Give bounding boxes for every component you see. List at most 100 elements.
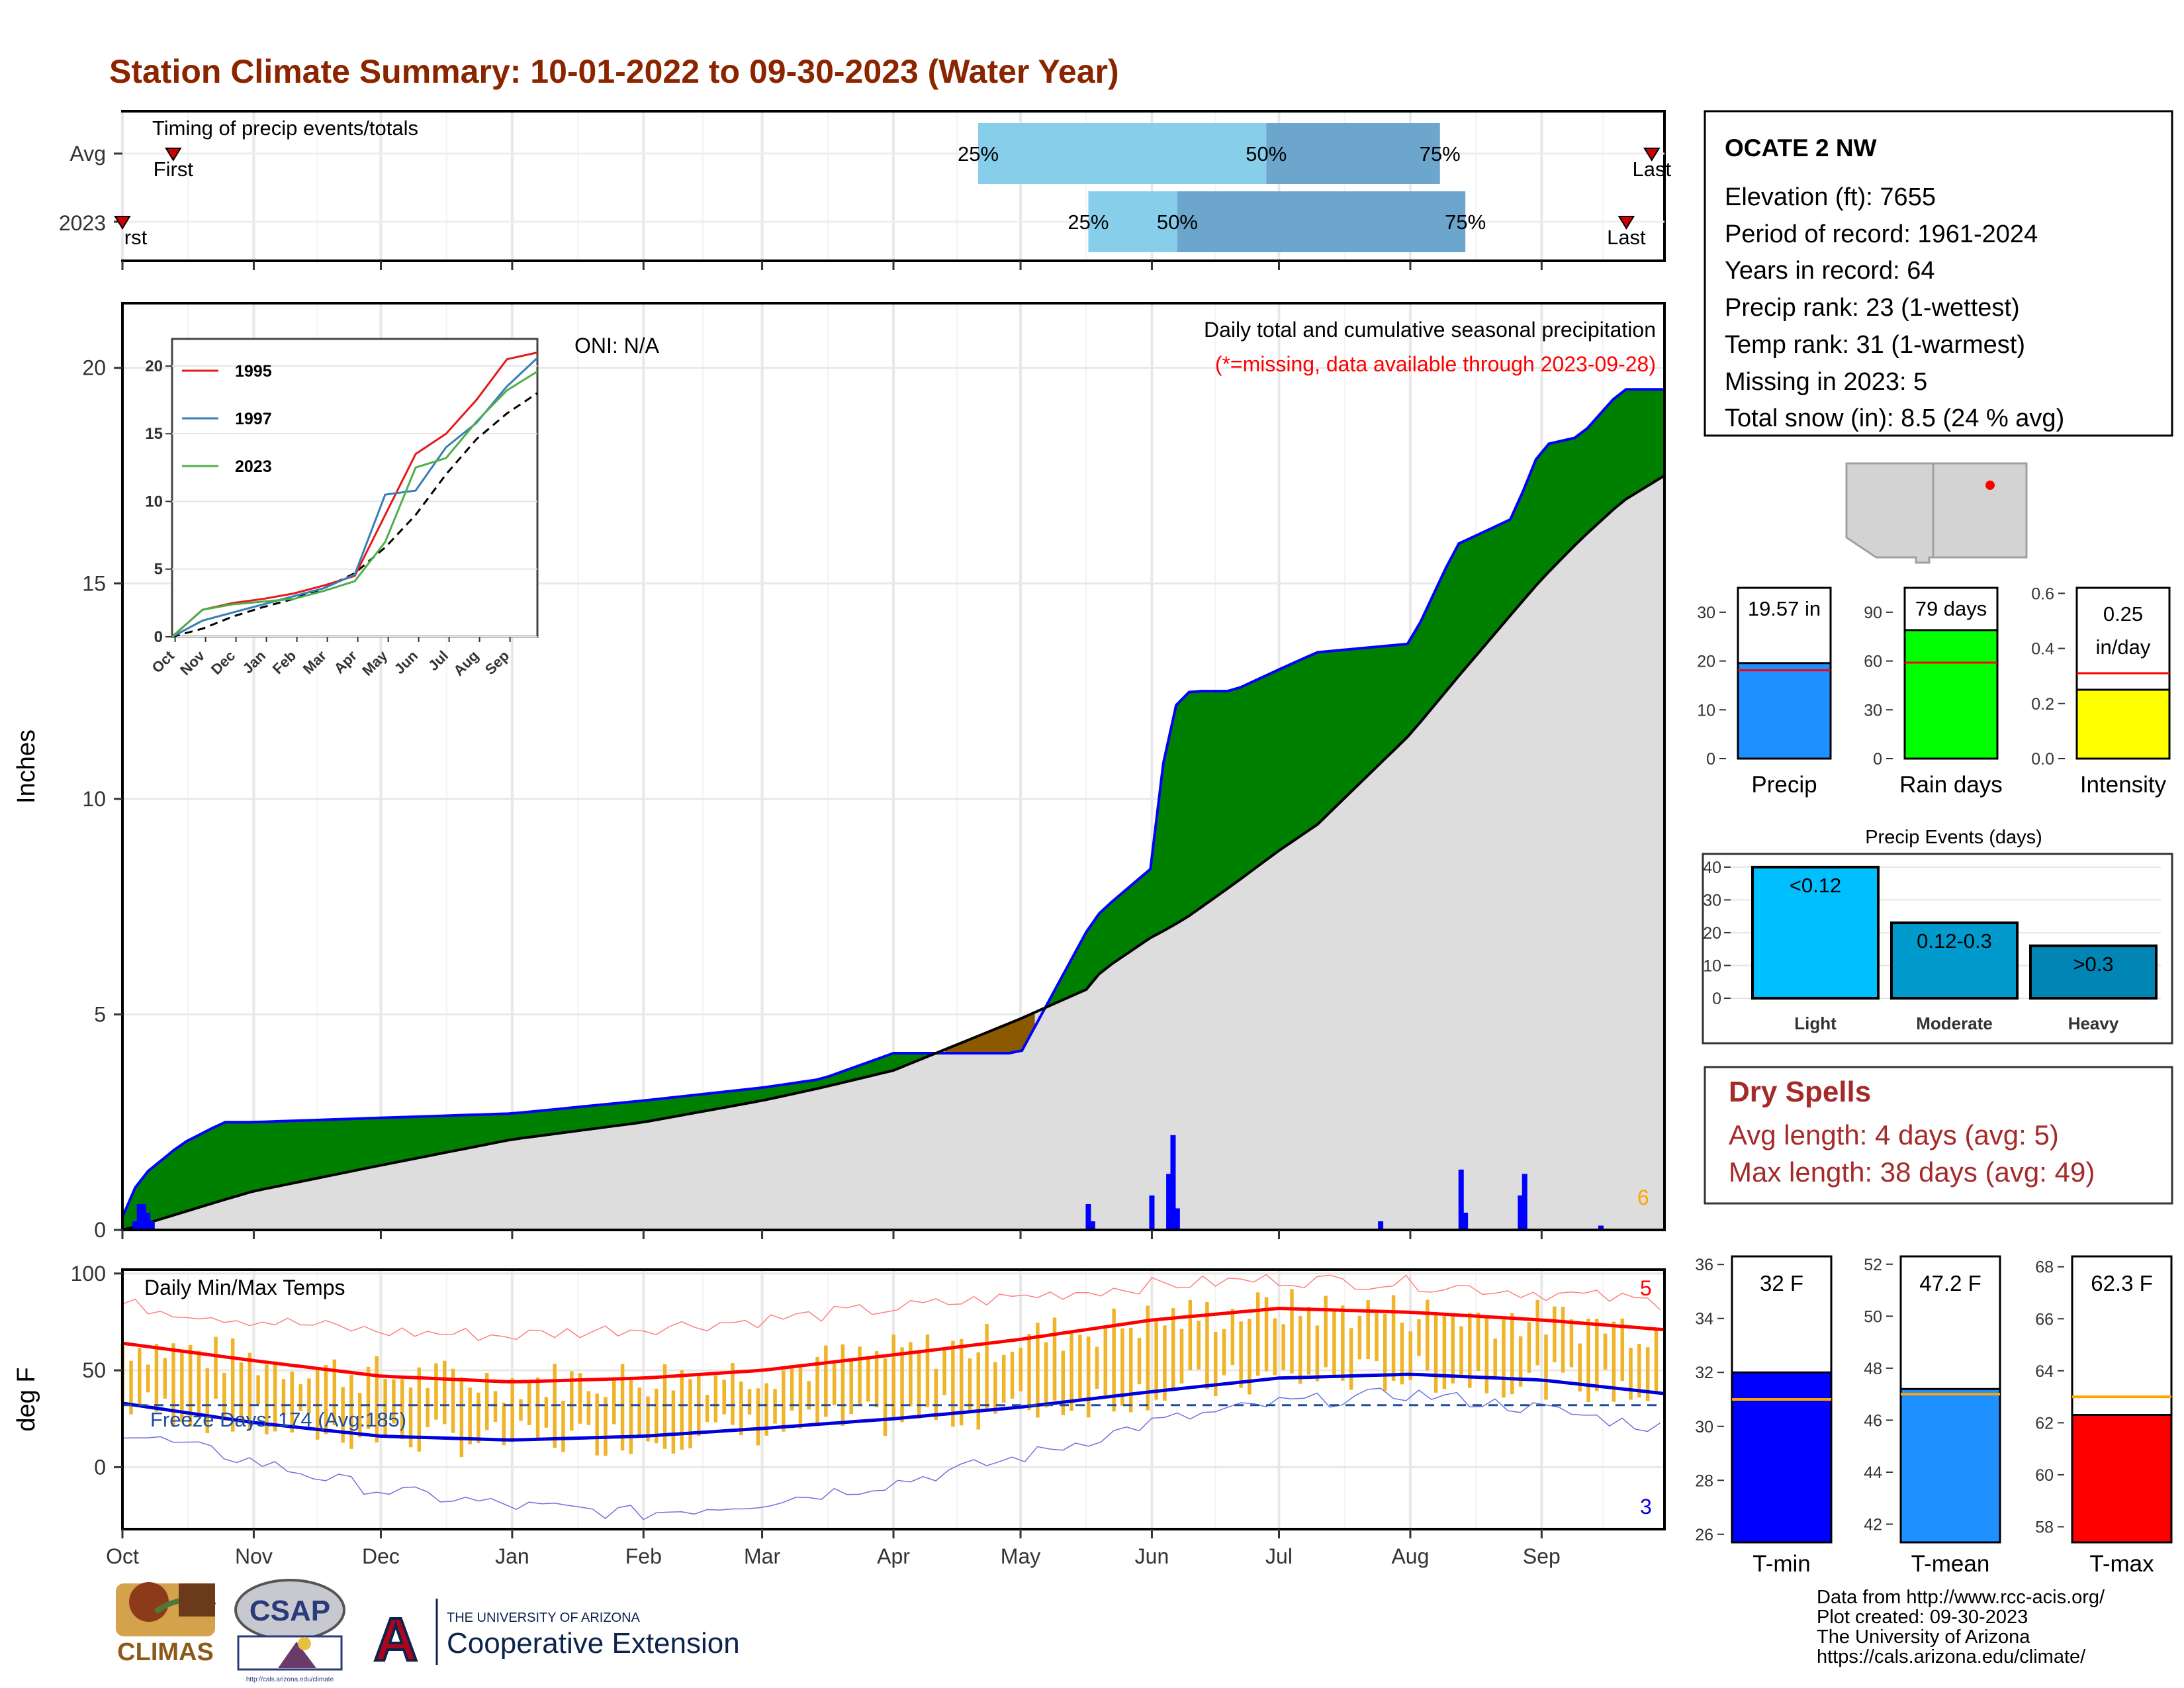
daily-temp-bar bbox=[1561, 1307, 1565, 1373]
daily-temp-bar bbox=[688, 1379, 692, 1448]
temp-bar-label: T-max bbox=[2089, 1551, 2154, 1577]
daily-temp-bar bbox=[1383, 1314, 1387, 1391]
timing-pct-label: 75% bbox=[1420, 142, 1461, 165]
first-event-label: First bbox=[154, 158, 194, 181]
daily-temp-bar bbox=[1239, 1321, 1243, 1388]
daily-temp-bar bbox=[357, 1393, 362, 1438]
inset-series-line bbox=[171, 352, 538, 638]
daily-precip-bar bbox=[136, 1203, 142, 1230]
month-tick-label: Dec bbox=[362, 1544, 400, 1568]
station-period: Period of record: 1961-2024 bbox=[1725, 220, 2038, 248]
precip-y-tick-label: 10 bbox=[82, 787, 106, 811]
daily-precip-bar bbox=[1174, 1208, 1180, 1230]
daily-temp-bar bbox=[764, 1383, 768, 1436]
summary-bar-label: Precip bbox=[1751, 772, 1817, 798]
page-title: Station Climate Summary: 10-01-2022 to 0… bbox=[109, 53, 1119, 90]
temp-bar-tick-label: 46 bbox=[1864, 1411, 1882, 1430]
daily-temp-bar bbox=[951, 1340, 955, 1427]
normal-cumulative-area bbox=[122, 475, 1664, 1230]
daily-temp-bar bbox=[883, 1358, 887, 1436]
daily-precip-bar bbox=[1149, 1195, 1155, 1230]
daily-temp-bar bbox=[248, 1352, 252, 1430]
daily-temp-bar bbox=[375, 1356, 379, 1443]
inset-normal-line bbox=[171, 392, 538, 638]
daily-temp-bar bbox=[1366, 1300, 1370, 1360]
daily-temp-bar bbox=[841, 1344, 845, 1426]
daily-temp-bar bbox=[1375, 1313, 1379, 1362]
daily-temp-bar bbox=[493, 1391, 498, 1422]
daily-temp-bar bbox=[561, 1401, 565, 1452]
timing-pct-label: 25% bbox=[958, 142, 999, 165]
csap-logo-text: CSAP bbox=[250, 1595, 330, 1627]
temp-bar-tick-label: 32 bbox=[1695, 1364, 1713, 1382]
daily-temp-bar bbox=[909, 1342, 913, 1407]
events-y-tick-label: 0 bbox=[1712, 990, 1721, 1008]
station-missing: Missing in 2023: 5 bbox=[1725, 368, 1927, 396]
daily-temp-bar bbox=[866, 1356, 870, 1402]
summary-bar-tick-label: 10 bbox=[1697, 701, 1715, 720]
month-axis: Oct Nov Dec Jan Feb Mar Apr May Jun Jul Aug Sep bbox=[106, 1529, 1561, 1568]
daily-temp-bar bbox=[1433, 1312, 1438, 1393]
summary-bar-tick-label: 0.0 bbox=[2031, 750, 2054, 769]
daily-temp-bar bbox=[934, 1368, 938, 1421]
summary-bar-value: 0.25 bbox=[2103, 602, 2143, 626]
credit-url: https://cals.arizona.edu/climate/ bbox=[1817, 1646, 2086, 1667]
daily-temp-bar bbox=[502, 1402, 506, 1446]
temp-bar-tick-label: 62 bbox=[2035, 1414, 2054, 1432]
precip-y-tick-label: 5 bbox=[94, 1002, 106, 1026]
daily-temp-bar bbox=[1112, 1308, 1116, 1412]
summary-bar-label: Intensity bbox=[2080, 772, 2167, 798]
daily-temp-bar bbox=[1128, 1327, 1133, 1413]
ua-logo-letter: A bbox=[374, 1606, 418, 1673]
temp-y-axis: 0 50 100 bbox=[71, 1262, 122, 1479]
daily-temp-bar bbox=[1255, 1292, 1260, 1376]
daily-temp-bar bbox=[1637, 1343, 1641, 1398]
daily-temp-bar bbox=[171, 1343, 175, 1427]
daily-precip-bar bbox=[1518, 1195, 1524, 1230]
daily-temp-bar bbox=[790, 1365, 794, 1411]
daily-temp-bar bbox=[1230, 1309, 1235, 1366]
daily-temp-bar bbox=[1061, 1350, 1066, 1415]
events-y-tick-label: 10 bbox=[1703, 957, 1721, 975]
temp-bar-value: 62.3 F bbox=[2091, 1271, 2153, 1295]
temp-y-label: deg F bbox=[13, 1367, 40, 1431]
precip-event-category: Moderate bbox=[1916, 1013, 1993, 1033]
temp-bar-fill bbox=[1899, 1387, 2001, 1544]
temp-bar-tick-label: 34 bbox=[1695, 1310, 1713, 1329]
temp-bar-tick-label: 66 bbox=[2035, 1310, 2054, 1329]
daily-temp-bar bbox=[1103, 1329, 1108, 1395]
daily-temp-bar bbox=[1010, 1352, 1015, 1399]
daily-temp-bar bbox=[1357, 1315, 1362, 1360]
daily-temp-bar bbox=[586, 1391, 591, 1425]
summary-bar-value: 79 days bbox=[1915, 597, 1987, 620]
ua-logo-small: THE UNIVERSITY OF ARIZONA bbox=[447, 1611, 641, 1625]
temp-bar-tick-label: 36 bbox=[1695, 1256, 1713, 1274]
daily-temp-bar bbox=[815, 1356, 819, 1425]
daily-temp-bar bbox=[1391, 1295, 1396, 1381]
csap-logo-url: http://cals.arizona.edu/climate bbox=[246, 1676, 334, 1683]
daily-temp-bar bbox=[756, 1388, 760, 1446]
daily-temp-bar bbox=[1645, 1347, 1650, 1401]
month-tick-label: Sep bbox=[1523, 1544, 1561, 1568]
daily-temp-bar bbox=[459, 1377, 464, 1458]
daily-temp-bar bbox=[1248, 1319, 1251, 1395]
daily-temp-bar bbox=[298, 1384, 302, 1411]
timing-pct-label: 50% bbox=[1246, 142, 1287, 165]
temp-bar-tick-label: 58 bbox=[2035, 1518, 2054, 1536]
record-min-line bbox=[122, 1387, 1661, 1521]
daily-temp-bar bbox=[891, 1335, 895, 1417]
dry-spells-title: Dry Spells bbox=[1729, 1076, 1871, 1108]
temp-bar-tick-label: 64 bbox=[2035, 1362, 2054, 1381]
daily-temp-bar bbox=[1400, 1323, 1404, 1385]
precip-panel: 0 5 10 15 20 Inches ONI: N/A Daily total and… bbox=[13, 302, 1666, 1242]
summary-bar-tick-label: 0 bbox=[1873, 750, 1882, 769]
daily-temp-bar bbox=[239, 1362, 244, 1419]
month-tick-label: Jun bbox=[1135, 1544, 1169, 1568]
freeze-days-label: Freeze Days: 174 (Avg:185) bbox=[150, 1408, 406, 1431]
month-tick-label: Jan bbox=[495, 1544, 529, 1568]
daily-temp-bar bbox=[138, 1348, 142, 1406]
daily-temp-bar bbox=[1569, 1319, 1574, 1368]
temp-bar-tick-label: 30 bbox=[1695, 1418, 1713, 1436]
